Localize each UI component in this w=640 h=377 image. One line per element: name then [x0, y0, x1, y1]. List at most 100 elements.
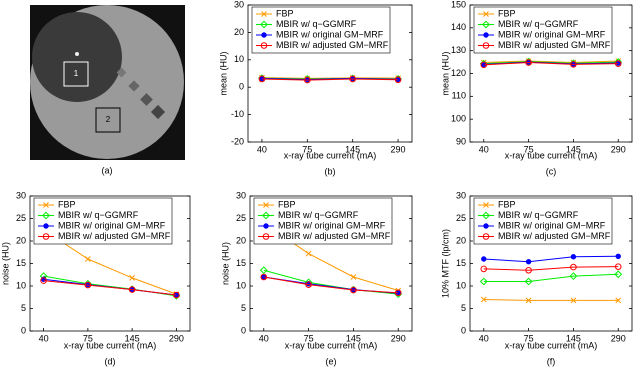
- marker: [480, 296, 487, 303]
- legend-marker: [260, 20, 268, 29]
- legend-label: MBIR w/ original GM−MRF: [58, 220, 166, 230]
- y-tick-label: 110: [452, 91, 466, 101]
- legend-box: [253, 197, 393, 245]
- x-tick-label: 145: [345, 144, 360, 154]
- roi-label: 1: [74, 69, 79, 78]
- marker: [84, 281, 92, 289]
- chart: -20 -10 0 10 20 30 40 75 145 290 x-ray tube curren…: [218, 0, 413, 176]
- legend-marker: [482, 20, 490, 29]
- roi-label: 2: [106, 115, 111, 124]
- marker: [570, 61, 577, 68]
- legend-marker: [263, 223, 269, 229]
- y-tick-label: 15: [16, 258, 26, 268]
- x-tick-label: 40: [259, 333, 269, 343]
- legend-label: MBIR w/ q−GGMRF: [278, 210, 359, 220]
- legend-marker: [263, 202, 269, 208]
- legend-label: MBIR w/ adjusted GM−MRF: [498, 40, 611, 50]
- legend-box: [473, 6, 613, 54]
- marker: [570, 254, 577, 260]
- y-tick-label: 0: [21, 325, 26, 335]
- y-tick-label: 0: [241, 325, 246, 335]
- y-axis-label: mean (HU): [218, 51, 228, 95]
- phantom-dot: [75, 52, 79, 56]
- legend-marker: [482, 211, 490, 220]
- marker: [570, 263, 577, 271]
- legend-label: MBIR w/ adjusted GM−MRF: [276, 40, 389, 50]
- marker: [40, 277, 47, 284]
- legend-label: MBIR w/ q−GGMRF: [498, 19, 579, 29]
- x-tick-label: 145: [346, 333, 361, 343]
- series-line: [483, 299, 619, 301]
- marker: [260, 273, 268, 281]
- legend-label: MBIR w/ original GM−MRF: [498, 29, 606, 39]
- x-tick-label: 290: [611, 144, 626, 154]
- marker: [258, 75, 266, 83]
- legend-label: MBIR w/ adjusted GM−MRF: [498, 231, 611, 241]
- marker: [304, 76, 311, 84]
- chart: 0 5 10 15 20 25 30 40 75 145 290 x-ray tube current…: [220, 190, 413, 366]
- series-line: [483, 255, 619, 263]
- marker: [349, 75, 356, 83]
- y-tick-label: 5: [461, 303, 466, 313]
- phantom-square: [140, 93, 153, 106]
- series-line: [483, 61, 619, 65]
- series-line: [261, 78, 399, 81]
- roi-box: [95, 107, 121, 133]
- legend-marker: [261, 11, 267, 17]
- x-axis-label: x-ray tube current (mA): [284, 150, 377, 160]
- y-axis-label: noise (HU): [220, 242, 230, 285]
- marker: [259, 266, 268, 275]
- y-axis-label: mean (HU): [440, 51, 450, 95]
- y-tick-label: 130: [451, 45, 466, 55]
- y-tick-label: 20: [234, 27, 244, 37]
- marker: [480, 61, 488, 69]
- panel-caption: (c): [546, 166, 557, 176]
- y-tick-label: 30: [236, 190, 246, 200]
- legend-label: MBIR w/ original GM−MRF: [278, 220, 386, 230]
- legend-marker: [482, 42, 490, 49]
- marker: [481, 256, 487, 262]
- x-tick-label: 145: [125, 333, 140, 343]
- series-line: [483, 273, 619, 282]
- series-line: [43, 280, 177, 296]
- y-tick-label: 20: [236, 235, 246, 245]
- legend-marker: [262, 233, 270, 240]
- y-tick-label: 25: [456, 213, 466, 223]
- y-tick-label: 15: [236, 258, 246, 268]
- legend-box: [251, 6, 391, 54]
- legend-label: MBIR w/ adjusted GM−MRF: [278, 231, 391, 241]
- y-axis-label: 10% MTF (lp/cm): [440, 229, 450, 298]
- legend-marker: [483, 32, 489, 38]
- y-tick-label: 25: [236, 213, 246, 223]
- y-tick-label: 20: [456, 235, 466, 245]
- legend-marker: [483, 202, 489, 208]
- series-line: [261, 77, 399, 79]
- x-tick-label: 145: [566, 144, 581, 154]
- y-tick-label: 30: [456, 190, 466, 200]
- series-line: [263, 276, 399, 294]
- panel-caption: (d): [105, 356, 116, 366]
- marker: [480, 265, 488, 273]
- marker: [85, 256, 91, 262]
- legend-marker: [42, 211, 50, 220]
- x-axis-label: x-ray tube current (mA): [285, 340, 378, 350]
- y-axis-label: noise (HU): [0, 242, 10, 285]
- phantom-insert: [32, 12, 122, 102]
- legend-box: [473, 197, 613, 245]
- marker: [614, 60, 622, 67]
- marker: [350, 286, 357, 294]
- x-axis-label: x-ray tube current (mA): [505, 150, 598, 160]
- y-tick-label: 10: [236, 280, 246, 290]
- legend-marker: [262, 211, 270, 220]
- x-tick-label: 40: [257, 144, 267, 154]
- legend-marker: [482, 233, 490, 240]
- y-tick-label: 100: [451, 114, 466, 124]
- x-tick-label: 75: [302, 144, 312, 154]
- y-tick-label: 10: [456, 280, 466, 290]
- x-tick-label: 290: [611, 333, 626, 343]
- y-tick-label: 5: [21, 303, 26, 313]
- legend-marker: [43, 202, 49, 208]
- marker: [525, 259, 532, 265]
- x-tick-label: 290: [391, 144, 406, 154]
- chart: 90 100 110 120 130 140 150 40 75 145 290 x-ray tube…: [440, 0, 633, 176]
